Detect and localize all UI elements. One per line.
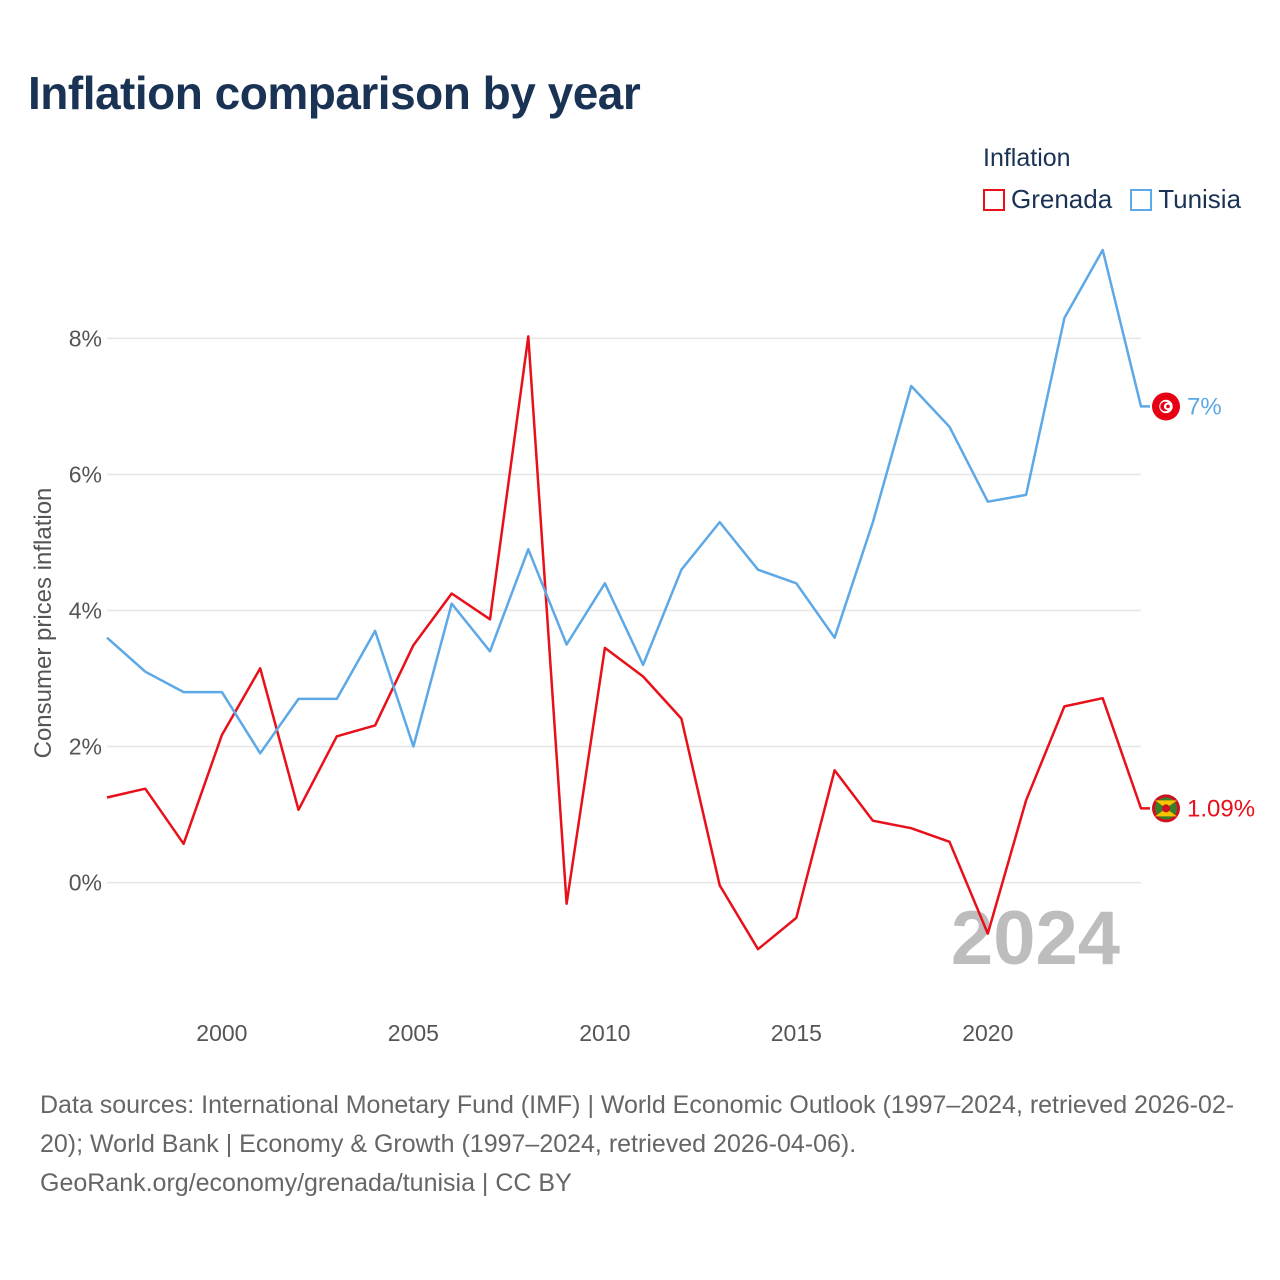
end-value-label-tunisia: 7% <box>1187 393 1222 420</box>
data-point-tunisia[interactable] <box>982 496 994 508</box>
data-point-grenada[interactable] <box>637 670 649 682</box>
y-tick-label: 2% <box>69 734 102 760</box>
data-point-grenada[interactable] <box>714 879 726 891</box>
x-tick-label: 2015 <box>771 1020 822 1046</box>
data-point-grenada[interactable] <box>1020 794 1032 806</box>
data-point-tunisia[interactable] <box>829 632 841 644</box>
data-point-tunisia[interactable] <box>675 564 687 576</box>
end-value-label-grenada: 1.09% <box>1187 795 1255 822</box>
data-point-tunisia[interactable] <box>752 564 764 576</box>
data-point-grenada[interactable] <box>139 783 151 795</box>
data-point-tunisia[interactable] <box>178 686 190 698</box>
data-point-grenada[interactable] <box>369 719 381 731</box>
tunisia-flag-icon <box>1152 392 1180 420</box>
grenada-flag-icon <box>1152 794 1180 822</box>
y-tick-label: 6% <box>69 461 102 487</box>
data-point-grenada[interactable] <box>216 729 228 741</box>
data-point-tunisia[interactable] <box>1020 489 1032 501</box>
data-point-grenada[interactable] <box>982 928 994 940</box>
x-tick-label: 2000 <box>196 1020 247 1046</box>
data-point-grenada[interactable] <box>1097 692 1109 704</box>
data-point-tunisia[interactable] <box>714 516 726 528</box>
data-point-tunisia[interactable] <box>867 516 879 528</box>
data-point-tunisia[interactable] <box>522 543 534 555</box>
data-point-grenada[interactable] <box>829 764 841 776</box>
data-point-tunisia[interactable] <box>254 747 266 759</box>
data-point-grenada[interactable] <box>331 730 343 742</box>
source-text: Data sources: International Monetary Fun… <box>40 1086 1250 1164</box>
data-point-grenada[interactable] <box>675 713 687 725</box>
data-point-tunisia[interactable] <box>101 632 113 644</box>
data-point-tunisia[interactable] <box>599 577 611 589</box>
x-tick-label: 2020 <box>962 1020 1013 1046</box>
x-tick-label: 2010 <box>579 1020 630 1046</box>
data-point-grenada[interactable] <box>867 815 879 827</box>
data-point-tunisia[interactable] <box>1058 312 1070 324</box>
data-point-tunisia[interactable] <box>1097 244 1109 256</box>
y-tick-label: 8% <box>69 325 102 351</box>
data-point-tunisia[interactable] <box>292 693 304 705</box>
data-point-tunisia[interactable] <box>1135 400 1147 412</box>
data-point-tunisia[interactable] <box>484 645 496 657</box>
data-source-note: Data sources: International Monetary Fun… <box>40 1086 1250 1203</box>
y-tick-label: 4% <box>69 597 102 623</box>
data-point-grenada[interactable] <box>254 662 266 674</box>
data-point-grenada[interactable] <box>561 898 573 910</box>
data-point-grenada[interactable] <box>407 639 419 651</box>
series-line-grenada[interactable] <box>107 336 1150 949</box>
data-point-tunisia[interactable] <box>561 639 573 651</box>
data-point-tunisia[interactable] <box>369 625 381 637</box>
data-point-grenada[interactable] <box>790 912 802 924</box>
y-axis-title: Consumer prices inflation <box>30 488 57 759</box>
x-tick-label: 2005 <box>388 1020 439 1046</box>
data-point-tunisia[interactable] <box>139 666 151 678</box>
data-point-tunisia[interactable] <box>944 421 956 433</box>
data-point-tunisia[interactable] <box>446 598 458 610</box>
data-point-grenada[interactable] <box>752 943 764 955</box>
y-tick-label: 0% <box>69 870 102 896</box>
data-point-grenada[interactable] <box>101 792 113 804</box>
data-point-grenada[interactable] <box>905 822 917 834</box>
data-point-grenada[interactable] <box>178 838 190 850</box>
data-point-tunisia[interactable] <box>790 577 802 589</box>
data-point-grenada[interactable] <box>522 330 534 342</box>
data-point-grenada[interactable] <box>292 804 304 816</box>
line-chart: 0%2%4%6%8%2000 2005 2010 2015 2020 2024 1.09… <box>0 0 1280 1080</box>
data-point-tunisia[interactable] <box>407 741 419 753</box>
source-link[interactable]: GeoRank.org/economy/grenada/tunisia | CC… <box>40 1164 1250 1203</box>
data-point-tunisia[interactable] <box>216 686 228 698</box>
data-point-grenada[interactable] <box>1135 802 1147 814</box>
data-point-grenada[interactable] <box>944 836 956 848</box>
data-point-grenada[interactable] <box>1058 700 1070 712</box>
data-point-tunisia[interactable] <box>905 380 917 392</box>
data-point-grenada[interactable] <box>599 642 611 654</box>
data-point-tunisia[interactable] <box>637 659 649 671</box>
data-point-grenada[interactable] <box>484 613 496 625</box>
data-point-tunisia[interactable] <box>331 693 343 705</box>
data-point-grenada[interactable] <box>446 587 458 599</box>
